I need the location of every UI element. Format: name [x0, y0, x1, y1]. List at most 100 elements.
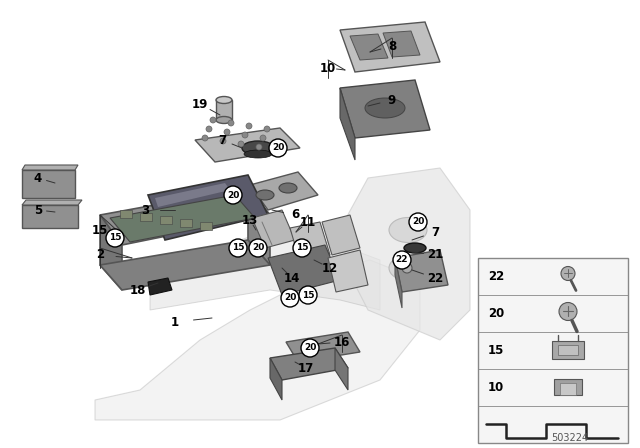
Text: 22: 22 [396, 255, 408, 264]
Bar [478, 258, 628, 443]
Text: 6: 6 [291, 208, 299, 221]
Polygon shape [22, 200, 82, 205]
Circle shape [409, 213, 427, 231]
Polygon shape [335, 348, 348, 390]
Circle shape [256, 144, 262, 150]
Circle shape [561, 267, 575, 280]
Polygon shape [268, 245, 340, 295]
Ellipse shape [389, 255, 427, 280]
Circle shape [264, 126, 270, 132]
Text: 12: 12 [322, 262, 338, 275]
Text: 4: 4 [34, 172, 42, 185]
Text: 7: 7 [218, 134, 226, 146]
Text: 1: 1 [171, 315, 179, 328]
Text: 20: 20 [252, 244, 264, 253]
Bar [140, 213, 152, 221]
Ellipse shape [365, 98, 405, 118]
Text: 15: 15 [488, 344, 504, 357]
Text: 17: 17 [298, 362, 314, 375]
Circle shape [269, 139, 287, 157]
Circle shape [220, 138, 226, 144]
Text: 15: 15 [92, 224, 108, 237]
Text: 20: 20 [284, 293, 296, 302]
Text: 8: 8 [388, 39, 396, 52]
Polygon shape [100, 215, 122, 290]
Text: 15: 15 [296, 244, 308, 253]
Circle shape [228, 120, 234, 126]
Polygon shape [100, 188, 270, 245]
Circle shape [206, 126, 212, 132]
Text: 11: 11 [300, 215, 316, 228]
Polygon shape [383, 31, 420, 57]
Circle shape [224, 129, 230, 135]
Polygon shape [248, 188, 270, 265]
Text: 18: 18 [130, 284, 146, 297]
Text: 16: 16 [334, 336, 350, 349]
Ellipse shape [242, 141, 274, 155]
Polygon shape [22, 170, 75, 198]
Polygon shape [328, 250, 368, 292]
Circle shape [260, 135, 266, 141]
Text: 15: 15 [232, 244, 244, 253]
Polygon shape [252, 210, 295, 248]
Text: 13: 13 [242, 214, 258, 227]
Circle shape [210, 117, 216, 123]
Polygon shape [340, 80, 430, 138]
Text: 20: 20 [304, 344, 316, 353]
Bar [554, 379, 582, 396]
Bar [120, 210, 132, 218]
Text: 10: 10 [320, 61, 336, 74]
Polygon shape [286, 332, 360, 362]
Ellipse shape [404, 243, 426, 253]
Text: 15: 15 [301, 290, 314, 300]
Circle shape [246, 123, 252, 129]
Text: 3: 3 [141, 203, 149, 216]
Polygon shape [100, 240, 270, 290]
Circle shape [106, 229, 124, 247]
Polygon shape [270, 348, 348, 380]
Text: 20: 20 [412, 217, 424, 227]
Circle shape [402, 263, 412, 273]
Bar [216, 100, 232, 120]
Text: 9: 9 [388, 94, 396, 107]
Polygon shape [270, 358, 282, 400]
Polygon shape [110, 195, 255, 242]
Polygon shape [340, 88, 355, 160]
Circle shape [293, 239, 311, 257]
Ellipse shape [389, 217, 427, 242]
Circle shape [393, 251, 411, 269]
Polygon shape [322, 215, 360, 255]
Polygon shape [148, 278, 172, 295]
Polygon shape [195, 128, 300, 162]
Polygon shape [395, 258, 402, 308]
Ellipse shape [256, 190, 274, 200]
Ellipse shape [216, 96, 232, 103]
Bar [552, 341, 584, 359]
Text: 20: 20 [227, 190, 239, 199]
Text: 22: 22 [427, 271, 443, 284]
Ellipse shape [279, 183, 297, 193]
Circle shape [242, 132, 248, 138]
Polygon shape [22, 165, 78, 170]
Bar [560, 383, 576, 396]
Circle shape [301, 339, 319, 357]
Circle shape [299, 286, 317, 304]
Circle shape [202, 135, 208, 141]
Polygon shape [95, 260, 420, 420]
Circle shape [281, 289, 299, 307]
Text: 7: 7 [431, 225, 439, 238]
Ellipse shape [244, 150, 272, 158]
Text: 10: 10 [488, 381, 504, 394]
Polygon shape [340, 22, 440, 72]
Text: 20: 20 [488, 307, 504, 320]
Text: 5: 5 [34, 203, 42, 216]
Ellipse shape [216, 116, 232, 124]
Text: 15: 15 [109, 233, 121, 242]
Circle shape [238, 141, 244, 147]
Circle shape [224, 186, 242, 204]
Polygon shape [395, 250, 448, 292]
Polygon shape [290, 222, 330, 262]
Polygon shape [155, 183, 230, 207]
Polygon shape [148, 175, 268, 240]
Text: 19: 19 [192, 98, 208, 111]
